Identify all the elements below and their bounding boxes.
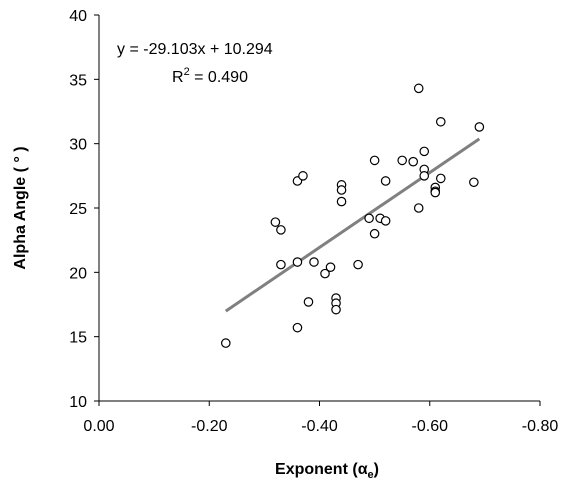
y-tick-label: 35 — [69, 72, 87, 89]
y-tick-label: 30 — [69, 137, 87, 154]
data-point — [435, 173, 446, 184]
data-point — [309, 257, 319, 267]
y-tick-label: 20 — [69, 265, 87, 282]
data-point — [270, 217, 281, 227]
plot-area: 10 15 20 25 30 35 40 0.00 -0.20 -0.40 -0.60 -0.80 — [69, 8, 558, 435]
data-point — [353, 259, 363, 270]
trendline — [224, 137, 481, 313]
x-tick-label: -0.80 — [522, 418, 559, 435]
data-point — [380, 216, 391, 226]
r-squared-label: R2 = 0.490 — [172, 66, 248, 86]
x-axis-title-close: ) — [374, 461, 379, 478]
data-point — [220, 338, 231, 348]
y-tick-label: 10 — [69, 394, 87, 411]
data-point — [336, 185, 347, 195]
data-point — [320, 268, 330, 279]
data-points — [220, 83, 485, 348]
data-point — [430, 187, 441, 198]
data-point — [474, 122, 485, 132]
x-axis-title-symbol: α — [358, 461, 368, 478]
trendline-equation: y = -29.103x + 10.294 — [117, 41, 273, 58]
data-point — [325, 262, 336, 272]
x-tick-label: 0.00 — [83, 418, 114, 435]
y-ticks: 10 15 20 25 30 35 40 — [69, 8, 99, 411]
data-point — [408, 156, 419, 167]
x-tick-label: -0.20 — [191, 418, 228, 435]
data-point — [276, 259, 286, 270]
r-squared-value: = 0.490 — [190, 69, 248, 86]
x-tick-label: -0.60 — [412, 418, 449, 435]
r-squared-superscript: 2 — [184, 66, 190, 78]
x-axis-title-subscript: e — [368, 469, 374, 481]
x-axis-title: Exponent (αe) — [275, 461, 379, 481]
data-point — [331, 304, 341, 315]
data-point — [298, 171, 308, 181]
y-tick-label: 25 — [69, 201, 87, 218]
x-tick-label: -0.40 — [301, 418, 338, 435]
data-point — [364, 213, 374, 224]
y-axis-title: Alpha Angle ( ° ) — [12, 146, 29, 269]
r-squared-prefix: R — [172, 69, 184, 86]
data-point — [292, 322, 303, 333]
data-point — [369, 228, 380, 239]
data-point — [276, 225, 286, 235]
y-tick-label: 40 — [69, 8, 87, 25]
x-axis-title-text: Exponent ( — [275, 461, 358, 478]
data-point — [419, 146, 430, 157]
data-point — [336, 196, 347, 207]
data-point — [435, 116, 446, 127]
data-point — [469, 177, 479, 188]
x-ticks: 0.00 -0.20 -0.40 -0.60 -0.80 — [83, 401, 558, 435]
data-point — [380, 176, 391, 186]
data-point — [413, 83, 424, 94]
y-tick-label: 15 — [69, 330, 87, 347]
data-point — [303, 297, 314, 307]
data-point — [369, 155, 380, 166]
data-point — [419, 171, 430, 181]
data-point — [292, 257, 303, 267]
data-point — [413, 203, 424, 213]
data-point — [397, 155, 407, 166]
